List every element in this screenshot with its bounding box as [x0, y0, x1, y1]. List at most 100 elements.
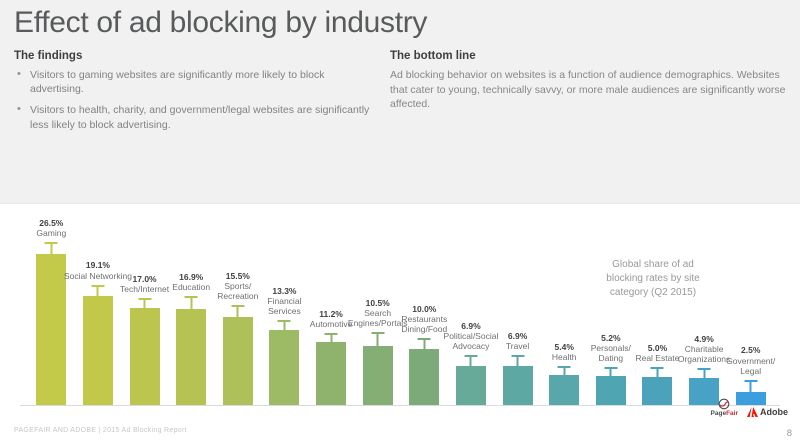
error-bar	[44, 242, 58, 256]
bar-value: 16.9%	[179, 271, 204, 282]
bar-category: Health	[551, 352, 577, 363]
error-bar	[231, 305, 245, 319]
error-bar-stem	[50, 242, 53, 256]
error-bar-stem	[143, 297, 146, 311]
bar-value: 11.2%	[319, 308, 343, 319]
bar-value: 10.0%	[412, 303, 437, 314]
bar	[36, 253, 67, 406]
error-bar-stem	[469, 355, 472, 369]
bar-column: 13.3% Financial Services	[261, 204, 308, 406]
adobe-logo: Adobe	[747, 407, 788, 417]
bar-label: 5.2% Personals/ Dating	[563, 333, 659, 363]
pagefair-logo-icon	[718, 398, 730, 409]
chart-baseline	[20, 405, 780, 406]
error-bar-stem	[423, 338, 426, 351]
bar-label: 19.1% Social Networking	[50, 260, 146, 280]
bar-column: 6.9% Travel	[494, 204, 541, 406]
error-bar-stem	[376, 332, 379, 348]
bar-label: 5.4% Health	[516, 342, 612, 362]
bar-column: 5.4% Health	[541, 204, 588, 406]
error-bar-stem	[749, 379, 752, 394]
pagefair-logo-text: PageFair	[710, 409, 738, 417]
bar	[362, 345, 393, 406]
error-bar-stem	[236, 305, 239, 319]
bar-category: Automotive	[309, 318, 353, 329]
error-bar-stem	[656, 366, 659, 380]
bar-column: 10.0% Restaurants Dining/Food	[401, 204, 448, 406]
pagefair-logo: PageFair	[711, 398, 738, 418]
bar-label: 5.0% Real Estate	[609, 343, 705, 363]
bar-category: Restaurants Dining/Food	[401, 314, 448, 335]
bar-value: 2.5%	[741, 345, 761, 356]
bar-label: 16.9% Education	[143, 272, 239, 292]
bar	[409, 348, 440, 406]
error-bar	[511, 354, 525, 369]
error-bar-stem	[283, 320, 286, 332]
bar	[549, 374, 580, 406]
error-bar	[744, 379, 758, 394]
findings-bullet-2: • Visitors to health, charity, and gover…	[14, 103, 374, 131]
bar-label: 26.5% Gaming	[3, 218, 99, 238]
error-bar-stem	[516, 354, 519, 369]
adobe-logo-icon	[747, 407, 758, 417]
bar	[176, 308, 207, 406]
bullet-icon: •	[17, 103, 21, 116]
bar	[129, 308, 160, 406]
bar-category: Social Networking	[63, 270, 132, 281]
bar	[82, 296, 113, 406]
bottom-line-heading: The bottom line	[390, 50, 476, 62]
bar	[735, 391, 766, 406]
bar-value: 6.9%	[461, 321, 481, 332]
error-bar-stem	[703, 368, 706, 380]
bar	[222, 316, 253, 406]
bar-label: 11.2% Automotive	[283, 309, 379, 329]
bar-column: 17.0% Tech/Internet	[120, 204, 169, 406]
bar-column: 6.9% Political/Social Advocacy	[444, 204, 498, 406]
bar-column: 5.2% Personals/ Dating	[588, 204, 635, 406]
bar-value: 13.3%	[272, 286, 297, 297]
bar-label: 15.5% Sports/ Recreation	[190, 271, 286, 301]
bars-container: 26.5% Gaming 19.1% Social Networking 17.0% Te…	[28, 204, 775, 406]
bar-column: 16.9% Education	[168, 204, 215, 406]
page-number: 8	[786, 428, 792, 439]
bar-category: Sports/ Recreation	[217, 281, 259, 302]
bar-label: 6.9% Travel	[470, 331, 566, 351]
error-bar	[697, 368, 711, 380]
findings-bullet-2-text: Visitors to health, charity, and governm…	[30, 104, 370, 131]
bar-category: Real Estate	[635, 352, 680, 363]
error-bar	[417, 338, 431, 351]
bar-category: Tech/Internet	[119, 283, 170, 294]
bar-category: Government/ Legal	[726, 355, 776, 376]
error-bar	[138, 297, 152, 311]
bar-value: 26.5%	[39, 217, 64, 228]
bottom-line-text: Ad blocking behavior on websites is a fu…	[390, 69, 786, 111]
bar-category: Personals/ Dating	[590, 342, 631, 363]
bar	[502, 366, 533, 406]
error-bar-stem	[190, 296, 193, 311]
error-bar	[184, 296, 198, 311]
bar-category: Political/Social Advocacy	[443, 331, 499, 352]
bar-column: 15.5% Sports/ Recreation	[215, 204, 262, 406]
bar-category: Education	[172, 282, 211, 293]
bar-value: 4.9%	[694, 333, 714, 344]
slide-header: Effect of ad blocking by industry The fi…	[0, 0, 800, 204]
bar	[642, 377, 673, 406]
bar-value: 17.0%	[132, 273, 157, 284]
bar-category: Travel	[505, 340, 530, 351]
error-bar	[604, 366, 618, 379]
error-bar	[324, 332, 338, 344]
chart-annotation: Global share of ad blocking rates by sit…	[606, 259, 700, 298]
findings-heading: The findings	[14, 50, 83, 62]
page-title: Effect of ad blocking by industry	[14, 6, 428, 39]
error-bar-stem	[96, 284, 99, 299]
bar-category: Search Engines/Portals	[347, 308, 408, 329]
findings-bullet-1-text: Visitors to gaming websites are signific…	[30, 69, 325, 96]
bar-column: 10.5% Search Engines/Portals	[348, 204, 407, 406]
bar-column: 19.1% Social Networking	[64, 204, 132, 406]
logos-row: PageFair Adobe	[711, 398, 788, 418]
bar-value: 15.5%	[225, 271, 250, 282]
bar	[316, 341, 347, 406]
findings-list: • Visitors to gaming websites are signif…	[14, 68, 374, 132]
bar-category: Financial Services	[267, 296, 302, 317]
